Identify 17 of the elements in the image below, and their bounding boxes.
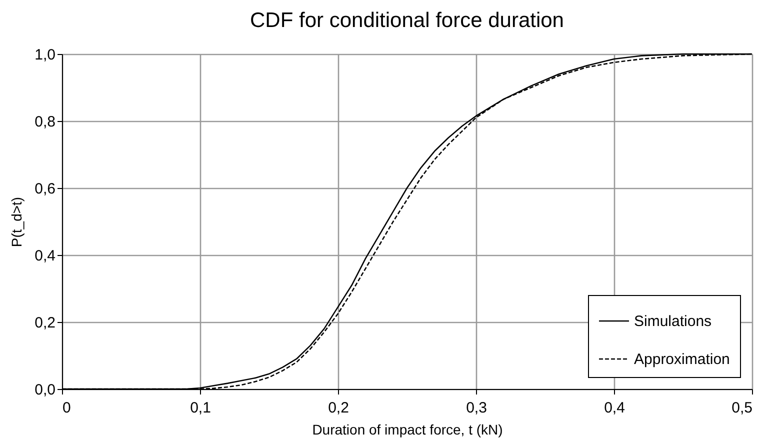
x-axis-title: Duration of impact force, t (kN) — [312, 422, 503, 438]
y-tick-label: 0,4 — [34, 248, 56, 264]
legend-label: Approximation — [634, 351, 730, 368]
y-tick-label: 0,2 — [34, 314, 56, 332]
legend-label: Simulations — [634, 313, 712, 330]
y-axis-title: P(t_d>t) — [8, 196, 25, 248]
x-tick-label: 0,3 — [466, 400, 487, 416]
chart-title: CDF for conditional force duration — [250, 9, 564, 32]
x-tick-label: 0,5 — [732, 400, 752, 416]
x-tick-label: 0,4 — [604, 400, 625, 416]
y-tick-label: 1,0 — [34, 46, 56, 64]
x-tick-label: 0,1 — [190, 400, 211, 416]
y-tick-label: 0,6 — [34, 180, 56, 198]
x-tick-label: 0,2 — [328, 400, 349, 416]
y-tick-label: 0,8 — [34, 114, 56, 130]
x-tick-label: 0 — [62, 400, 71, 416]
y-tick-label: 0,0 — [34, 382, 56, 398]
